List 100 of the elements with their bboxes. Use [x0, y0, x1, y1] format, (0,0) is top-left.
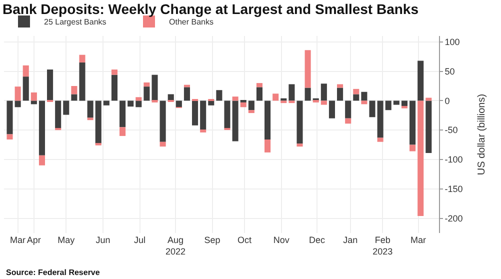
- bar: [345, 118, 352, 124]
- bar: [377, 138, 384, 142]
- bar: [264, 140, 271, 152]
- bar: [6, 134, 13, 140]
- bar: [288, 100, 295, 104]
- x-tick-label: Oct: [238, 235, 252, 245]
- bar: [168, 94, 174, 101]
- x-tick-label: Dec: [309, 235, 326, 245]
- bar: [71, 86, 78, 94]
- bar: [288, 84, 295, 101]
- bar: [345, 100, 352, 118]
- bar: [22, 76, 29, 101]
- bar: [14, 86, 21, 101]
- bar: [256, 87, 262, 101]
- y-tick-label: -100: [444, 154, 463, 165]
- bar: [328, 100, 335, 118]
- bar: [200, 130, 206, 132]
- bar: [136, 100, 142, 108]
- y-tick-label: 50: [444, 66, 455, 76]
- bar: [410, 144, 416, 152]
- bar: [192, 100, 198, 126]
- bar: [320, 100, 327, 105]
- x-tick-label: Jul: [134, 235, 146, 245]
- bar: [280, 100, 287, 104]
- x-tick-label: Mar: [10, 235, 26, 245]
- bar: [304, 50, 311, 88]
- bar: [393, 100, 400, 105]
- bar: [160, 142, 166, 147]
- bar: [22, 65, 29, 77]
- bar: [216, 90, 222, 101]
- bar: [304, 88, 311, 101]
- bar: [95, 100, 102, 144]
- bar: [296, 100, 303, 144]
- bar: [144, 82, 150, 87]
- bar: [264, 100, 271, 140]
- bar: [426, 100, 432, 154]
- bar: [200, 100, 206, 130]
- bar: [63, 100, 70, 115]
- x-tick-label: Jan: [343, 235, 358, 245]
- x-tick-label: Mar: [410, 235, 426, 245]
- legend-label: Other Banks: [169, 18, 214, 27]
- y-tick-label: 0: [444, 96, 450, 106]
- bar: [47, 70, 54, 101]
- bar: [224, 100, 230, 128]
- bar: [38, 155, 45, 166]
- bar: [144, 86, 150, 101]
- bar: [120, 100, 126, 128]
- bar: [160, 100, 166, 142]
- source-note: Source: Federal Reserve: [6, 268, 100, 277]
- x-tick-label: Apr: [26, 235, 41, 245]
- bar: [30, 92, 37, 101]
- bar: [353, 94, 360, 101]
- chart-title: Bank Deposits: Weekly Change at Largest and Smallest Banks: [2, 0, 419, 17]
- bar: [208, 100, 214, 106]
- x-tick-label: Nov: [273, 235, 290, 245]
- bar: [256, 83, 262, 88]
- bar: [248, 100, 254, 110]
- bar: [337, 84, 344, 88]
- bar: [369, 100, 376, 118]
- bar: [232, 96, 238, 101]
- bar: [14, 100, 21, 108]
- bar: [232, 100, 238, 142]
- bar: [71, 94, 78, 101]
- bar: [30, 100, 37, 104]
- x-tick-label: Aug 2022: [165, 235, 186, 257]
- x-tick-label: Feb 2023: [372, 235, 393, 257]
- x-tick-label: Sep: [204, 235, 220, 245]
- y-tick-label: -200: [444, 213, 463, 224]
- bar: [176, 100, 182, 108]
- bar: [79, 62, 86, 101]
- y-tick-label: -50: [444, 125, 458, 136]
- bar: [410, 100, 416, 145]
- bar: [184, 87, 190, 101]
- y-axis-title: US dollar (billions): [476, 94, 488, 176]
- bar: [152, 74, 158, 101]
- x-tick-label: May: [58, 235, 76, 245]
- bar: [111, 70, 118, 75]
- bar: [6, 100, 13, 134]
- bar: [296, 144, 303, 147]
- bar: [79, 54, 86, 62]
- bar: [248, 110, 254, 114]
- y-tick-label: 100: [444, 37, 460, 48]
- bar: [87, 100, 94, 118]
- bar: [320, 84, 327, 101]
- bar: [111, 74, 118, 101]
- bar: [240, 102, 246, 108]
- bar: [103, 100, 110, 106]
- x-tick-label: Jun: [96, 235, 110, 245]
- bar: [136, 97, 142, 101]
- bar: [38, 100, 45, 156]
- bar: [361, 92, 368, 101]
- bar: [120, 127, 126, 136]
- y-tick-label: -150: [444, 184, 463, 194]
- bar: [87, 118, 94, 120]
- bar: [418, 60, 424, 101]
- bar: [353, 88, 360, 94]
- bar: [128, 100, 134, 107]
- bar: [55, 100, 62, 128]
- bar: [418, 100, 424, 216]
- bar: [401, 106, 408, 108]
